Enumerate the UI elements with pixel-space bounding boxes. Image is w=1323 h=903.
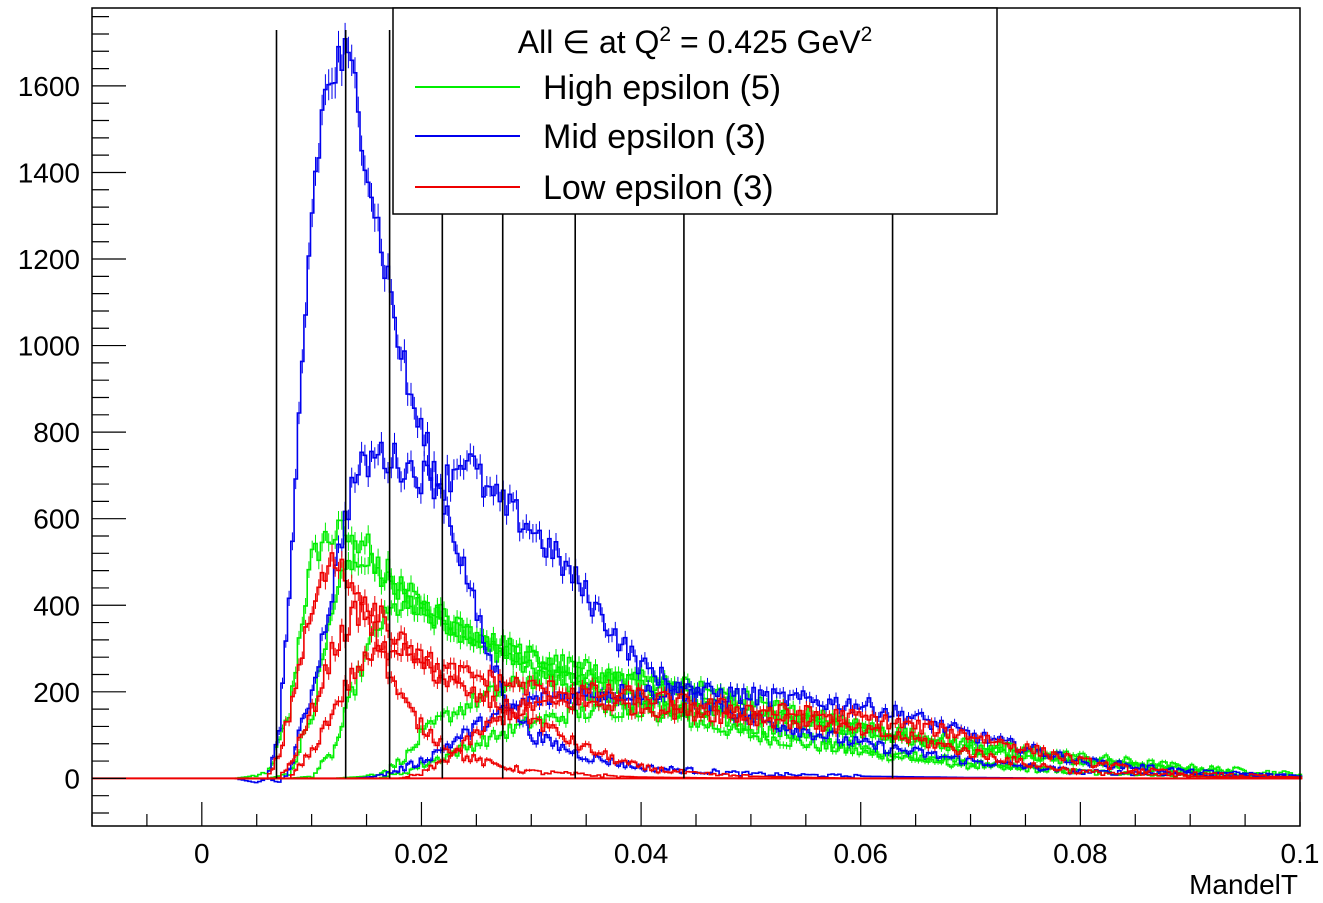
series-line-low-epsilon-12 [234,695,1303,780]
series-error-bars-mid-epsilon-6 [272,22,715,775]
y-tick-label: 1400 [18,157,80,188]
legend-label-high-epsilon: High epsilon (5) [543,69,781,107]
y-tick-label: 0 [64,763,80,794]
x-axis-title: MandelT [1189,869,1298,900]
series-error-bars-low-epsilon-12 [427,690,1081,776]
y-tick-label: 800 [33,417,80,448]
legend-box [392,7,998,215]
y-tick-label: 1200 [18,244,80,275]
legend-title-part-2: = 0.425 GeV [671,24,861,60]
legend-title-superscript-1: 2 [659,23,671,46]
legend-title-part-1: All ∈ at Q [518,24,660,60]
x-tick-label: 0.02 [394,838,449,869]
y-tick-label: 600 [33,504,80,535]
series-low-epsilon-12 [234,690,1303,780]
x-tick-label: 0 [194,838,210,869]
legend-title: All ∈ at Q2 = 0.425 GeV2 [518,23,873,60]
x-tick-label: 0.04 [614,838,669,869]
x-tick-label: 0.06 [833,838,888,869]
series-error-bars-low-epsilon-11 [295,635,1163,775]
bin-boundary-layer [275,30,894,779]
x-axis: 0 0.02 0.04 0.06 0.08 0.1 [91,802,1320,869]
x-tick-label: 0.1 [1281,838,1320,869]
series-line-high-epsilon-4 [234,664,1303,780]
legend: All ∈ at Q2 = 0.425 GeV2 High epsilon (5… [392,7,998,215]
x-tick-label: 0.08 [1053,838,1108,869]
legend-title-superscript-2: 2 [861,23,873,46]
y-axis: 0 200 400 600 800 1000 1200 1400 1600 [18,16,126,814]
legend-label-low-epsilon: Low epsilon (3) [543,169,774,207]
legend-label-mid-epsilon: Mid epsilon (3) [543,118,766,156]
series-low-epsilon-11 [234,635,1303,780]
y-tick-label: 400 [33,590,80,621]
y-tick-label: 200 [33,677,80,708]
y-tick-label: 1600 [18,71,80,102]
y-tick-label: 1000 [18,331,80,362]
